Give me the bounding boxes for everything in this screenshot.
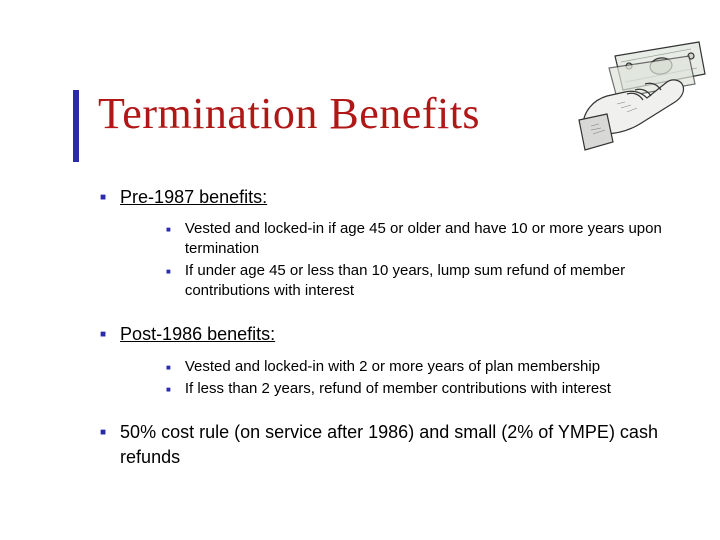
bullet-level2: ■ Vested and locked-in with 2 or more ye… — [166, 357, 664, 377]
square-bullet-icon: ■ — [100, 427, 106, 438]
slide: Termination Benefits — [0, 0, 720, 540]
square-bullet-icon: ■ — [100, 329, 106, 340]
bullet-level2: ■ Vested and locked-in if age 45 or olde… — [166, 219, 664, 259]
square-bullet-icon: ■ — [166, 385, 171, 394]
content-area: ■ Pre-1987 benefits: ■ Vested and locked… — [100, 185, 664, 479]
bullet-text: 50% cost rule (on service after 1986) an… — [120, 420, 664, 469]
bullet-level2: ■ If less than 2 years, refund of member… — [166, 379, 664, 399]
bullet-level2: ■ If under age 45 or less than 10 years,… — [166, 261, 664, 301]
bullet-level1: ■ Pre-1987 benefits: — [100, 185, 664, 209]
square-bullet-icon: ■ — [166, 267, 171, 276]
bullet-text: Post-1986 benefits: — [120, 322, 275, 346]
bullet-text: If under age 45 or less than 10 years, l… — [185, 261, 664, 301]
bullet-level1: ■ Post-1986 benefits: — [100, 322, 664, 346]
bullet-level1: ■ 50% cost rule (on service after 1986) … — [100, 420, 664, 469]
square-bullet-icon: ■ — [166, 363, 171, 372]
bullet-text: Vested and locked-in if age 45 or older … — [185, 219, 664, 259]
title-accent-bar — [73, 90, 79, 162]
bullet-text: Vested and locked-in with 2 or more year… — [185, 357, 600, 377]
bullet-text: If less than 2 years, refund of member c… — [185, 379, 611, 399]
square-bullet-icon: ■ — [166, 225, 171, 234]
bullet-level2-group: ■ Vested and locked-in if age 45 or olde… — [166, 219, 664, 300]
bullet-text: Pre-1987 benefits: — [120, 185, 267, 209]
hand-cash-icon — [577, 22, 712, 157]
square-bullet-icon: ■ — [100, 192, 106, 203]
bullet-level2-group: ■ Vested and locked-in with 2 or more ye… — [166, 357, 664, 399]
slide-title: Termination Benefits — [98, 88, 480, 139]
